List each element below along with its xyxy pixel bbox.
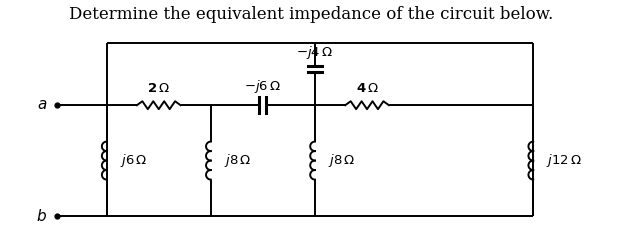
Text: $j6\,\Omega$: $j6\,\Omega$	[119, 152, 147, 169]
Text: $b$: $b$	[36, 208, 47, 224]
Text: $j8\,\Omega$: $j8\,\Omega$	[224, 152, 251, 169]
Text: $-j4\,\Omega$: $-j4\,\Omega$	[297, 44, 333, 61]
Text: $a$: $a$	[37, 98, 47, 112]
Text: $\mathbf{4}\,\Omega$: $\mathbf{4}\,\Omega$	[356, 82, 379, 95]
Text: $-j6\,\Omega$: $-j6\,\Omega$	[244, 78, 281, 95]
Text: Determine the equivalent impedance of the circuit below.: Determine the equivalent impedance of th…	[69, 6, 553, 23]
Text: $j12\,\Omega$: $j12\,\Omega$	[546, 152, 582, 169]
Text: $\mathbf{2}\,\Omega$: $\mathbf{2}\,\Omega$	[147, 82, 170, 95]
Text: $j8\,\Omega$: $j8\,\Omega$	[328, 152, 355, 169]
